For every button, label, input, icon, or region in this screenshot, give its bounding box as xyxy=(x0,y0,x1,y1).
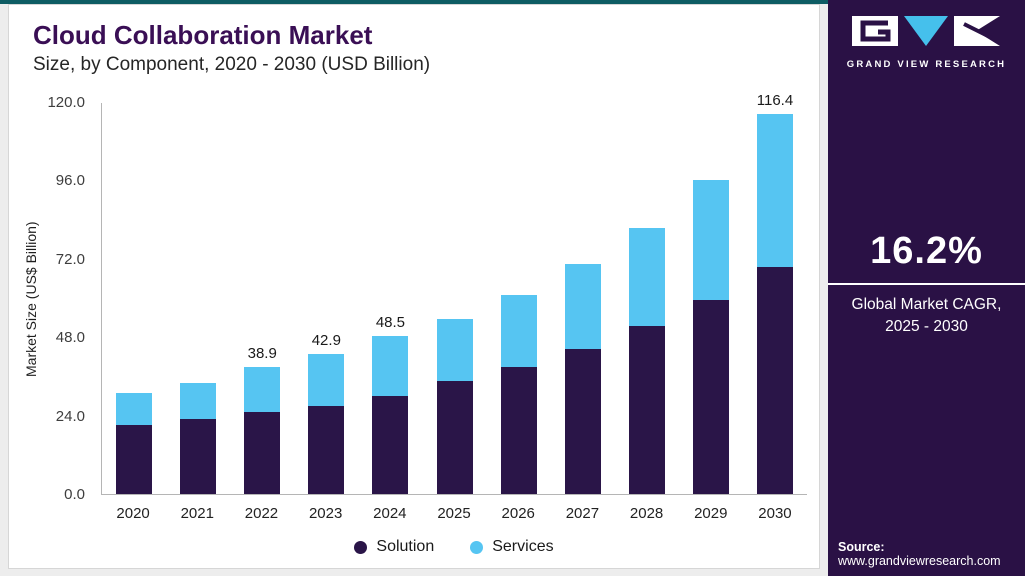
bar-segment-solution xyxy=(244,412,281,494)
cagr-value: 16.2% xyxy=(870,230,983,272)
bar-segment-solution xyxy=(692,299,729,494)
bar-stack xyxy=(436,319,473,494)
bar-stack xyxy=(756,113,793,494)
legend-item-solution: Solution xyxy=(354,538,434,556)
bar-column xyxy=(551,103,615,494)
bar-column xyxy=(166,103,230,494)
bar-column: 38.9 xyxy=(230,103,294,494)
logo-wrap: GRAND VIEW RESEARCH xyxy=(828,0,1025,70)
bar-segment-services xyxy=(500,294,537,367)
bar-column xyxy=(102,103,166,494)
legend: Solution Services xyxy=(101,538,807,556)
bar-segment-solution xyxy=(180,418,217,494)
bar-segment-solution xyxy=(756,266,793,494)
bar-segment-services xyxy=(564,263,601,349)
bar-total-label: 116.4 xyxy=(756,91,794,109)
bar-stack xyxy=(692,180,729,494)
legend-label-solution: Solution xyxy=(376,538,435,555)
solution-swatch-icon xyxy=(354,540,368,554)
x-tick-label: 2026 xyxy=(501,505,535,522)
chart-subtitle: Size, by Component, 2020 - 2030 (USD Bil… xyxy=(33,53,431,75)
bar-stack xyxy=(116,392,153,494)
bar-total-label: 38.9 xyxy=(247,344,277,362)
x-axis-row: 2020 2021 2022 2023 2024 2025 2026 2027 2028 2029… xyxy=(101,496,807,522)
bar-segment-solution xyxy=(372,396,409,494)
brand-sidebar: GRAND VIEW RESEARCH 16.2% Global Market … xyxy=(828,0,1025,576)
bar-column xyxy=(679,103,743,494)
bar-segment-services xyxy=(756,113,793,267)
bar-column: 42.9 xyxy=(294,103,358,494)
bar-column xyxy=(487,103,551,494)
cagr-label-line2: 2025 - 2030 xyxy=(885,317,968,335)
legend-item-services: Services xyxy=(470,538,554,556)
y-tick-label: 0.0 xyxy=(64,486,85,503)
bar-column: 48.5 xyxy=(358,103,422,494)
bar-segment-solution xyxy=(116,425,153,494)
bar-segment-services xyxy=(628,227,665,326)
y-tick-label: 48.0 xyxy=(55,329,85,347)
legend-label-services: Services xyxy=(492,538,554,555)
bar-segment-solution xyxy=(628,325,665,494)
cagr-divider xyxy=(828,283,1025,285)
bar-column: 116.4 xyxy=(743,92,807,494)
x-tick-label: 2021 xyxy=(180,505,214,522)
bar-segment-solution xyxy=(308,405,345,494)
bar-segment-services xyxy=(180,382,217,419)
x-tick-label: 2029 xyxy=(694,505,728,522)
top-accent-stripe xyxy=(0,0,1025,4)
y-tick-label: 72.0 xyxy=(55,250,85,268)
bar-segment-services xyxy=(436,319,473,382)
bar-segment-services xyxy=(116,392,153,426)
x-tick-label: 2025 xyxy=(437,505,471,522)
bar-column xyxy=(615,103,679,494)
services-swatch-icon xyxy=(470,540,484,554)
chart-title: Cloud Collaboration Market xyxy=(33,20,373,50)
bar-total-label: 48.5 xyxy=(375,313,406,331)
x-tick-label: 2020 xyxy=(116,505,150,522)
source-label: Source: xyxy=(838,540,885,554)
source-block: Source: www.grandviewresearch.com xyxy=(838,540,1001,568)
bar-segment-services xyxy=(372,335,409,396)
x-tick-label: 2028 xyxy=(629,505,664,522)
bar-stack xyxy=(244,366,281,494)
source-url: www.grandviewresearch.com xyxy=(838,554,1001,568)
cagr-block: 16.2% Global Market CAGR, 2025 - 2030 xyxy=(828,230,1025,337)
bar-stack xyxy=(180,382,217,494)
bar-segment-solution xyxy=(564,348,601,494)
title-block: Cloud Collaboration Market Size, by Comp… xyxy=(9,5,819,76)
bar-stack xyxy=(372,335,409,494)
bar-stack xyxy=(628,227,665,494)
bar-segment-services xyxy=(308,353,345,406)
bar-column xyxy=(422,103,486,494)
bar-segment-solution xyxy=(500,366,537,494)
y-tick-label: 96.0 xyxy=(55,172,85,190)
x-tick-label: 2024 xyxy=(373,505,407,522)
x-tick-label: 2022 xyxy=(244,505,279,522)
x-tick-label: 2030 xyxy=(758,505,792,522)
bar-stack xyxy=(500,294,537,494)
chart-card: Cloud Collaboration Market Size, by Comp… xyxy=(8,4,820,569)
bar-segment-services xyxy=(244,366,281,413)
plot-area: 38.9 42.9 48.5 116.4 xyxy=(101,92,807,495)
bar-segment-solution xyxy=(436,381,473,494)
bar-stack xyxy=(564,263,601,494)
x-tick-label: 2027 xyxy=(565,505,600,522)
bar-stack xyxy=(308,353,345,494)
cagr-label: Global Market CAGR, 2025 - 2030 xyxy=(828,294,1025,337)
cagr-label-line1: Global Market CAGR, xyxy=(851,296,1002,313)
grand-view-research-logo-icon xyxy=(851,16,1000,46)
y-axis-ticks: 0.0 24.0 48.0 72.0 96.0 120.0 xyxy=(9,94,95,503)
bar-total-label: 42.9 xyxy=(311,331,341,349)
bar-segment-services xyxy=(692,180,729,300)
x-tick-label: 2023 xyxy=(308,505,343,522)
y-tick-label: 24.0 xyxy=(55,407,85,425)
logo-text: GRAND VIEW RESEARCH xyxy=(846,59,1007,70)
y-tick-label: 120.0 xyxy=(47,94,85,111)
